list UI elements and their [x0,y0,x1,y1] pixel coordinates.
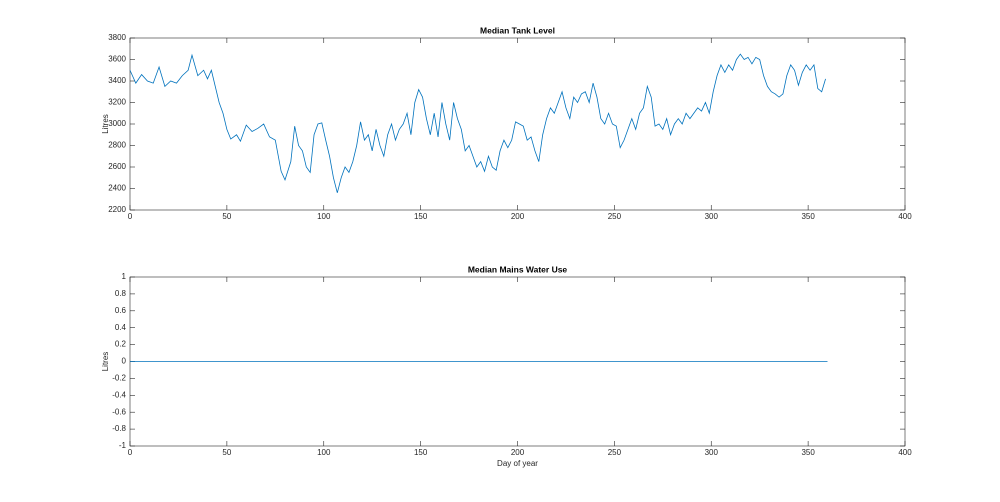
y-tick-label: 3600 [108,55,126,64]
x-tick-label: 250 [608,212,622,221]
x-tick-label: 50 [222,212,231,221]
y-tick-label: -0.2 [112,374,126,383]
chart-title: Median Mains Water Use [468,264,568,274]
x-tick-label: 350 [801,448,815,457]
y-tick-label: 2600 [108,162,126,171]
y-tick-label: 0.8 [115,289,127,298]
x-tick-label: 200 [511,448,525,457]
x-tick-label: 400 [898,212,912,221]
x-tick-label: 250 [608,448,622,457]
data-line [129,53,826,193]
y-tick-label: 0.2 [115,340,127,349]
y-axis-label: Litres [101,352,110,372]
y-tick-label: 2200 [108,205,126,214]
y-tick-label: 0 [122,357,127,366]
chart-title: Median Tank Level [480,25,555,35]
y-tick-label: -0.8 [112,424,126,433]
x-tick-label: 150 [414,448,428,457]
x-axis-label: Day of year [497,459,538,468]
x-tick-label: 0 [128,212,133,221]
axes-box [129,37,906,211]
y-tick-label: 3000 [108,119,126,128]
x-tick-label: 300 [705,212,719,221]
y-tick-label: 1 [122,272,127,281]
y-tick-label: -1 [119,441,127,450]
x-tick-label: 350 [801,212,815,221]
y-tick-label: 3400 [108,76,126,85]
x-tick-label: 300 [705,448,719,457]
x-tick-label: 200 [511,212,525,221]
x-tick-label: 100 [317,448,331,457]
x-tick-label: 50 [222,448,231,457]
y-tick-label: 2800 [108,141,126,150]
x-tick-label: 100 [317,212,331,221]
y-tick-label: 3200 [108,98,126,107]
y-axis-label: Litres [101,114,110,134]
x-tick-label: 0 [128,448,133,457]
y-tick-label: 0.4 [115,323,127,332]
y-tick-label: 2400 [108,184,126,193]
y-tick-label: 3800 [108,33,126,42]
y-tick-label: -0.6 [112,407,126,416]
x-tick-label: 150 [414,212,428,221]
y-tick-label: -0.4 [112,390,126,399]
x-tick-label: 400 [898,448,912,457]
y-tick-label: 0.6 [115,306,127,315]
